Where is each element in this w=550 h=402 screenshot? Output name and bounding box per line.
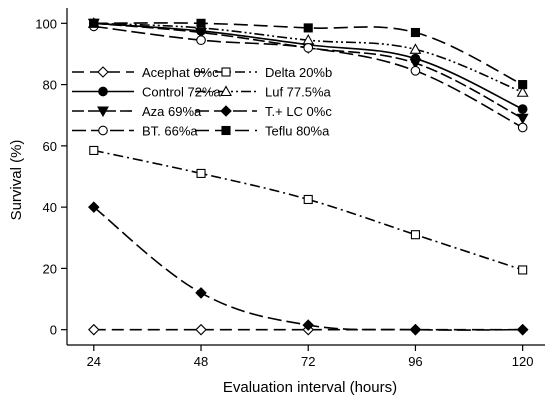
x-tick-label: 72 (301, 354, 315, 369)
y-tick-label: 40 (43, 200, 57, 215)
y-tick-label: 100 (35, 16, 57, 31)
data-point (518, 265, 528, 275)
y-axis-label: Survival (%) (8, 140, 25, 221)
data-point (410, 230, 420, 240)
data-point (98, 86, 108, 97)
legend-label: T.+ LC 0%c (265, 104, 332, 119)
data-point (303, 42, 314, 53)
data-point (195, 287, 207, 299)
x-tick-label: 48 (194, 354, 208, 369)
legend-label: Delta 20%b (265, 65, 332, 80)
data-point (516, 323, 529, 336)
data-point (196, 35, 206, 46)
data-point (220, 105, 232, 117)
legend: Acephat 0%c Delta 20%b Control 72%a Luf 77.… (70, 62, 332, 139)
data-point (410, 27, 420, 38)
data-point (303, 23, 313, 33)
data-point (410, 65, 421, 76)
data-point (88, 323, 100, 336)
legend-background (70, 62, 310, 138)
legend-label: Aza 69%a (142, 104, 202, 119)
data-point (220, 85, 232, 97)
legend-label: Luf 77.5%a (265, 85, 332, 100)
legend-label: Teflu 80%a (265, 124, 330, 139)
y-tick-label: 0 (50, 323, 57, 338)
series-line (93, 149, 523, 271)
data-point (516, 86, 529, 97)
data-point (409, 43, 422, 54)
y-tick-label: 60 (43, 139, 57, 154)
data-point (517, 104, 528, 114)
series-layer (87, 17, 529, 336)
data-point (89, 18, 99, 28)
data-point (409, 58, 422, 70)
data-point (88, 201, 100, 213)
data-point (303, 194, 313, 205)
series-1 (89, 145, 528, 275)
data-point (97, 66, 109, 78)
legend-label: BT. 66%a (142, 124, 198, 139)
series-line (93, 22, 524, 86)
series-line (93, 206, 523, 331)
x-tick-label: 120 (512, 354, 534, 369)
y-tick-label: 80 (43, 78, 57, 93)
data-point (89, 145, 99, 156)
legend-label: Control 72%a (142, 85, 222, 100)
data-point (221, 67, 231, 77)
data-point (221, 125, 231, 136)
data-point (518, 80, 528, 90)
data-point (409, 323, 422, 336)
x-axis-label: Evaluation interval (hours) (223, 379, 397, 396)
series-7 (89, 18, 528, 90)
data-point (196, 168, 206, 178)
data-point (196, 18, 206, 28)
data-point (195, 323, 207, 336)
data-point (517, 122, 528, 133)
series-5 (88, 201, 529, 336)
data-point (195, 27, 207, 39)
legend-label: Acephat 0%c (142, 65, 219, 80)
x-tick-label: 24 (87, 354, 101, 369)
y-tick-label: 20 (43, 261, 57, 276)
data-point (97, 106, 109, 118)
axes: 0 20 40 60 80 100 24 48 72 96 120 (35, 8, 545, 369)
data-point (516, 113, 529, 125)
data-point (98, 125, 108, 136)
x-tick-label: 96 (408, 354, 422, 369)
data-point (302, 319, 315, 331)
